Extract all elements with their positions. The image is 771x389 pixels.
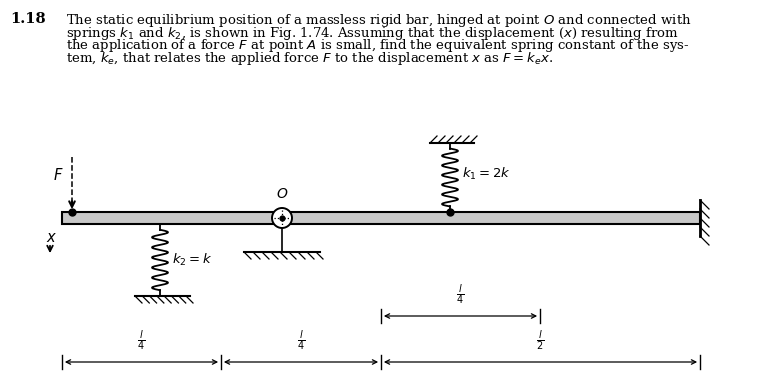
Text: $F$: $F$ [53,167,64,183]
Text: $k_2 = k$: $k_2 = k$ [172,252,212,268]
Bar [62,212,700,224]
Text: $x$: $x$ [46,231,58,245]
Text: 1.18: 1.18 [10,12,45,26]
Text: $k_1 = 2k$: $k_1 = 2k$ [462,166,510,182]
Text: $\frac{l}{4}$: $\frac{l}{4}$ [456,282,465,306]
Text: the application of a force $F$ at point $A$ is small, find the equivalent spring: the application of a force $F$ at point … [66,37,689,54]
Text: springs $k_1$ and $k_2$, is shown in Fig. 1.74. Assuming that the displacement (: springs $k_1$ and $k_2$, is shown in Fig… [66,25,678,42]
Text: $A$: $A$ [79,213,90,227]
Text: $\frac{l}{4}$: $\frac{l}{4}$ [297,328,305,352]
Text: $O$: $O$ [276,187,288,201]
Text: $\frac{l}{4}$: $\frac{l}{4}$ [137,328,146,352]
Text: tem, $k_e$, that relates the applied force $F$ to the displacement $x$ as $F = k: tem, $k_e$, that relates the applied for… [66,49,553,67]
Text: $\frac{l}{2}$: $\frac{l}{2}$ [537,328,544,352]
Text: The static equilibrium position of a massless rigid bar, hinged at point $O$ and: The static equilibrium position of a mas… [66,12,692,29]
Circle shape [272,208,292,228]
